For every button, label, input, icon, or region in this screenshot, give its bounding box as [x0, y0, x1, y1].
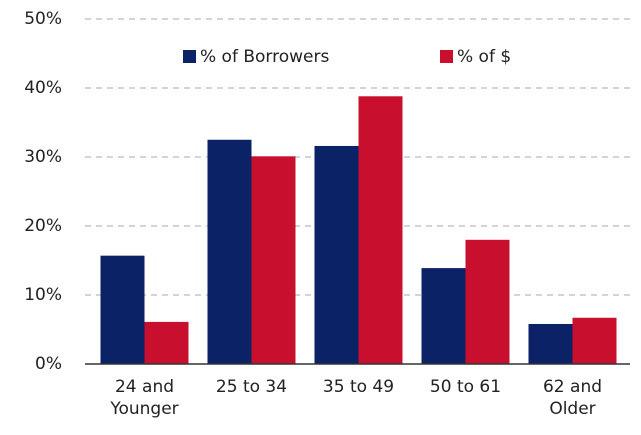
- legend-label: % of $: [457, 47, 511, 67]
- legend-label: % of Borrowers: [200, 47, 329, 67]
- bar: [251, 156, 296, 364]
- legend-swatch: [183, 50, 196, 63]
- x-tick-label: 35 to 49: [322, 377, 395, 397]
- bar: [421, 268, 466, 364]
- y-tick-label: 10%: [24, 285, 62, 305]
- x-tick-label: 24 and Younger: [110, 377, 179, 419]
- bar: [144, 321, 189, 364]
- bar: [207, 139, 252, 364]
- x-tick-label: 25 to 34: [215, 377, 288, 397]
- bar: [528, 323, 573, 364]
- bar: [465, 239, 510, 364]
- bar: [572, 317, 617, 364]
- y-tick-label: 20%: [24, 216, 62, 236]
- y-tick-label: 0%: [35, 354, 62, 374]
- x-tick-label: 62 and Older: [542, 377, 603, 419]
- y-tick-label: 40%: [24, 78, 62, 98]
- y-tick-label: 30%: [24, 147, 62, 167]
- bar: [314, 145, 359, 364]
- x-tick-label: 50 to 61: [429, 377, 502, 397]
- y-tick-label: 50%: [24, 9, 62, 29]
- bar: [100, 255, 145, 364]
- legend-swatch: [440, 50, 453, 63]
- bar: [358, 96, 403, 364]
